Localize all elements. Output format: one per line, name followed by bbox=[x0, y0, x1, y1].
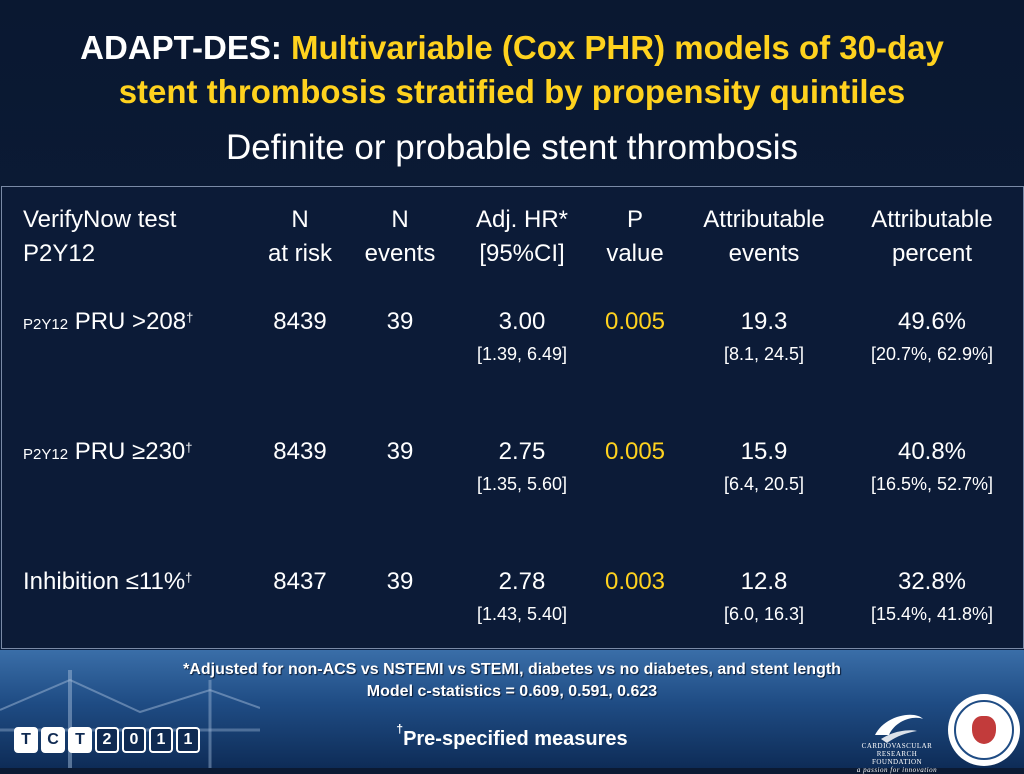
acc-seal-ring bbox=[954, 700, 1014, 760]
row-attributable-percent: 40.8% bbox=[897, 438, 967, 465]
header-n-at-risk-line1: N bbox=[291, 206, 309, 233]
row-n-at-risk: 8437 bbox=[273, 568, 327, 595]
title-highlight-line2: stent thrombosis stratified by propensit… bbox=[118, 73, 906, 110]
row-label-prefix: P2Y12 bbox=[23, 446, 69, 463]
header-test-line1: VerifyNow test bbox=[23, 206, 177, 233]
slide-subtitle: Definite or probable stent thrombosis bbox=[226, 128, 798, 167]
row-attributable-events: 12.8 bbox=[740, 568, 788, 595]
row-adj-hr: 3.00 bbox=[498, 308, 546, 335]
header-adj-hr-line2: [95%CI] bbox=[479, 240, 565, 267]
row-label-dagger: † bbox=[186, 310, 194, 325]
header-attributable-events: Attributable events bbox=[686, 203, 842, 271]
row-adj-hr: 2.75 bbox=[498, 438, 546, 465]
title-prefix: ADAPT-DES: bbox=[80, 29, 282, 66]
row-label-dagger: † bbox=[185, 440, 193, 455]
table-row-label: P2Y12 PRU ≥230† bbox=[23, 435, 193, 472]
header-attributable-percent-line1: Attributable bbox=[871, 206, 993, 233]
row-n-at-risk: 8439 bbox=[273, 308, 327, 335]
header-attributable-percent: Attributable percent bbox=[852, 203, 1012, 271]
tct-2011-logo: T C T 2 0 1 1 bbox=[14, 727, 200, 753]
row-attributable-percent-ci: [15.4%, 41.8%] bbox=[870, 604, 994, 624]
row-adj-hr-ci: [1.35, 5.60] bbox=[476, 474, 568, 494]
header-n-at-risk: N at risk bbox=[254, 203, 346, 271]
header-test-line2: P2Y12 bbox=[23, 240, 96, 267]
acc-seal-icon bbox=[948, 694, 1020, 766]
header-attributable-events-line1: Attributable bbox=[703, 206, 825, 233]
row-label-text: PRU >208 bbox=[74, 308, 187, 335]
row-adj-hr: 2.78 bbox=[498, 568, 546, 595]
row-attributable-percent-ci: [16.5%, 52.7%] bbox=[870, 474, 994, 494]
header-p-value: P value bbox=[592, 203, 678, 271]
row-n-events: 39 bbox=[386, 438, 414, 465]
row-p-value: 0.005 bbox=[604, 308, 666, 335]
crf-swoosh-icon bbox=[875, 714, 923, 743]
row-attributable-events-ci: [8.1, 24.5] bbox=[723, 344, 805, 364]
footnote-c-statistics: Model c-statistics = 0.609, 0.591, 0.623 bbox=[366, 683, 658, 700]
row-attributable-percent: 32.8% bbox=[897, 568, 967, 595]
footnote-prespecified-text: Pre-specified measures bbox=[403, 728, 628, 750]
tct-logo-letter: T bbox=[14, 727, 38, 753]
row-attributable-events-ci: [6.4, 20.5] bbox=[723, 474, 805, 494]
header-p-value-line1: P bbox=[626, 206, 643, 233]
footnote-prespecified: †Pre-specified measures bbox=[0, 722, 1024, 751]
header-n-at-risk-line2: at risk bbox=[267, 240, 332, 267]
title-highlight-line1: Multivariable (Cox PHR) models of 30-day bbox=[291, 29, 944, 66]
crf-line2: RESEARCH FOUNDATION bbox=[871, 750, 923, 766]
row-n-at-risk: 8439 bbox=[273, 438, 327, 465]
header-n-events-line1: N bbox=[391, 206, 409, 233]
crf-logo-text: CARDIOVASCULAR RESEARCH FOUNDATION a pas… bbox=[852, 742, 942, 774]
row-label-text: Inhibition ≤11% bbox=[23, 568, 186, 595]
header-test: VerifyNow test P2Y12 bbox=[23, 203, 176, 271]
tct-logo-letter: 1 bbox=[149, 727, 173, 753]
row-adj-hr-ci: [1.39, 6.49] bbox=[476, 344, 568, 364]
tct-logo-letter: 0 bbox=[122, 727, 146, 753]
row-attributable-events-ci: [6.0, 16.3] bbox=[723, 604, 805, 624]
tct-logo-letter: C bbox=[41, 727, 65, 753]
results-table: VerifyNow test P2Y12 N at risk N events … bbox=[1, 186, 1024, 649]
header-attributable-percent-line2: percent bbox=[891, 240, 973, 267]
row-attributable-percent: 49.6% bbox=[897, 308, 967, 335]
row-p-value: 0.003 bbox=[604, 568, 666, 595]
acc-seal-heart bbox=[972, 716, 996, 744]
row-n-events: 39 bbox=[386, 308, 414, 335]
row-p-value: 0.005 bbox=[604, 438, 666, 465]
row-attributable-events: 15.9 bbox=[740, 438, 788, 465]
footnote-dagger: † bbox=[396, 722, 404, 736]
footnote-adjusted: *Adjusted for non-ACS vs NSTEMI vs STEMI… bbox=[183, 661, 841, 678]
row-n-events: 39 bbox=[386, 568, 414, 595]
header-adj-hr-line1: Adj. HR* bbox=[475, 206, 569, 233]
tct-logo-letter: T bbox=[68, 727, 92, 753]
row-label-dagger: † bbox=[185, 570, 193, 585]
header-n-events: N events bbox=[354, 203, 446, 271]
header-n-events-line2: events bbox=[364, 240, 436, 267]
row-attributable-events: 19.3 bbox=[740, 308, 788, 335]
slide-title: ADAPT-DES: Multivariable (Cox PHR) model… bbox=[0, 26, 1024, 114]
crf-tagline: a passion for innovation bbox=[856, 766, 938, 774]
tct-logo-letter: 2 bbox=[95, 727, 119, 753]
table-row-label: P2Y12 PRU >208† bbox=[23, 305, 193, 342]
row-attributable-percent-ci: [20.7%, 62.9%] bbox=[870, 344, 994, 364]
row-adj-hr-ci: [1.43, 5.40] bbox=[476, 604, 568, 624]
header-adj-hr: Adj. HR* [95%CI] bbox=[457, 203, 587, 271]
header-attributable-events-line2: events bbox=[728, 240, 800, 267]
table-row-label: Inhibition ≤11%† bbox=[23, 565, 192, 599]
crf-line1: CARDIOVASCULAR bbox=[861, 742, 933, 750]
row-label-text: PRU ≥230 bbox=[74, 438, 186, 465]
header-p-value-line2: value bbox=[606, 240, 664, 267]
tct-logo-letter: 1 bbox=[176, 727, 200, 753]
row-label-prefix: P2Y12 bbox=[23, 316, 69, 333]
